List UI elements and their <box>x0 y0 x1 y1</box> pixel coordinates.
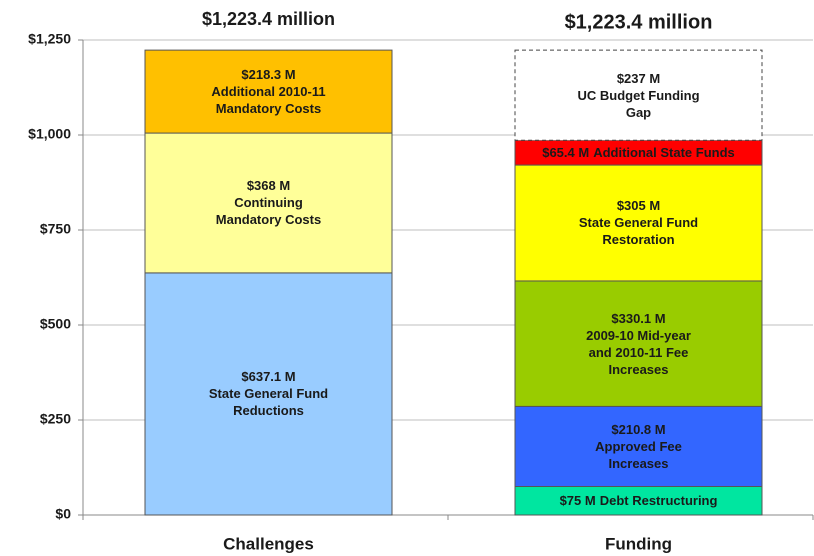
segment-name: Additional State Funds <box>593 145 735 161</box>
bar-segment <box>514 486 763 516</box>
value-label: $210.8 M <box>611 421 666 437</box>
y-tick-label: $500 <box>40 316 71 332</box>
y-tick-label: $0 <box>55 506 71 522</box>
segment-label: $65.4 M Additional State Funds <box>515 140 762 165</box>
segment-label: $330.1 M 2009-10 Mid-year and 2010-11 Fee… <box>515 281 762 406</box>
total-label: $1,223.4 million <box>202 9 335 29</box>
total-label: $1,223.4 million <box>565 11 713 33</box>
segment-name: Additional 2010-11 Mandatory Costs <box>211 84 326 117</box>
bar-segment <box>514 49 763 141</box>
value-label: $368 M <box>246 178 291 194</box>
y-tick-label: $250 <box>40 411 71 427</box>
segment-label: $305 M State General Fund Restoration <box>515 165 762 281</box>
y-tick-label: $1,000 <box>28 126 71 142</box>
bar-segment <box>514 280 763 407</box>
segment-label: $637.1 M State General Fund Reductions <box>145 273 392 515</box>
bar-segment <box>514 164 763 282</box>
segment-label: $218.3 M Additional 2010-11 Mandatory Cos… <box>145 50 392 133</box>
segment-name: 2009-10 Mid-year and 2010-11 Fee Increas… <box>586 327 691 377</box>
bar-segment <box>514 405 763 487</box>
segment-name: UC Budget Funding Gap <box>577 87 700 120</box>
y-tick-label: $1,250 <box>28 31 71 47</box>
segment-label: $237 M UC Budget Funding Gap <box>515 50 762 140</box>
value-label: $305 M <box>616 198 661 214</box>
segment-name: State General Fund Reductions <box>208 386 329 419</box>
bar-segment <box>144 49 393 134</box>
value-label: $75 M <box>559 493 596 509</box>
value-label: $330.1 M <box>611 310 666 326</box>
segment-label: $368 M Continuing Mandatory Costs <box>145 133 392 273</box>
x-tick-label: Funding <box>605 534 672 553</box>
value-label: $65.4 M <box>542 145 590 161</box>
value-label: $237 M <box>616 70 661 86</box>
segment-name: Debt Restructuring <box>599 493 718 509</box>
bar-segment <box>144 272 393 516</box>
segment-name: State General Fund Restoration <box>578 215 699 248</box>
bar-segment <box>144 132 393 274</box>
segment-name: Approved Fee Increases <box>595 438 682 471</box>
y-tick-label: $750 <box>40 221 71 237</box>
value-label: $637.1 M <box>241 369 296 385</box>
segment-label: $210.8 M Approved Fee Increases <box>515 406 762 486</box>
segment-label: $75 M Debt Restructuring <box>515 487 762 516</box>
x-tick-label: Challenges <box>223 534 314 553</box>
value-label: $218.3 M <box>241 67 296 83</box>
segment-name: Continuing Mandatory Costs <box>215 195 322 228</box>
